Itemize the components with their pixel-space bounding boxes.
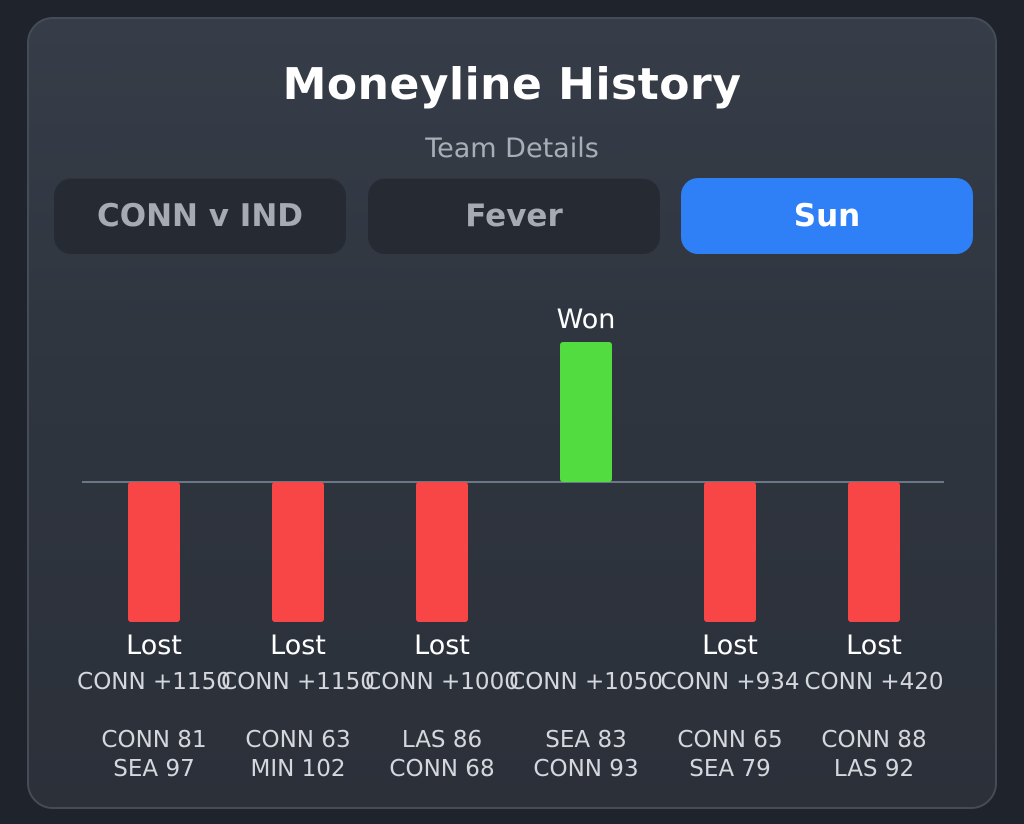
result-label: Won <box>557 304 616 335</box>
score-bottom-label: LAS 92 <box>834 756 914 782</box>
moneyline-label: CONN +420 <box>804 669 943 695</box>
page-subtitle: Team Details <box>425 133 599 164</box>
score-top-label: SEA 83 <box>545 727 626 753</box>
score-top-label: CONN 63 <box>245 727 350 753</box>
tab-sun[interactable]: Sun <box>681 178 973 254</box>
page-title: Moneyline History <box>282 59 742 110</box>
moneyline-label: CONN +934 <box>660 669 799 695</box>
tab-matchup[interactable]: CONN v IND <box>54 178 346 254</box>
score-top-label: CONN 81 <box>101 727 206 753</box>
moneyline-label: CONN +1150 <box>77 669 231 695</box>
result-bar <box>416 482 468 622</box>
tab-fever[interactable]: Fever <box>368 178 660 254</box>
moneyline-label: CONN +1050 <box>509 669 663 695</box>
moneyline-history-card: Moneyline History Team Details CONN v IN… <box>27 17 997 809</box>
moneyline-label: CONN +1000 <box>365 669 519 695</box>
result-bar <box>848 482 900 622</box>
score-top-label: LAS 86 <box>402 727 482 753</box>
score-bottom-label: SEA 79 <box>689 756 770 782</box>
result-bar <box>560 342 612 482</box>
score-bottom-label: MIN 102 <box>250 756 345 782</box>
result-label: Lost <box>126 630 182 661</box>
score-bottom-label: SEA 97 <box>113 756 194 782</box>
result-bar <box>128 482 180 622</box>
result-label: Lost <box>414 630 470 661</box>
score-bottom-label: CONN 93 <box>533 756 638 782</box>
result-bar <box>272 482 324 622</box>
moneyline-chart: Lost CONN +1150 CONN 81 SEA 97 Lost CONN +115… <box>77 304 944 782</box>
result-label: Lost <box>702 630 758 661</box>
result-label: Lost <box>846 630 902 661</box>
moneyline-label: CONN +1150 <box>221 669 375 695</box>
result-label: Lost <box>270 630 326 661</box>
score-top-label: CONN 65 <box>677 727 782 753</box>
score-bottom-label: CONN 68 <box>389 756 494 782</box>
score-top-label: CONN 88 <box>821 727 926 753</box>
result-bar <box>704 482 756 622</box>
